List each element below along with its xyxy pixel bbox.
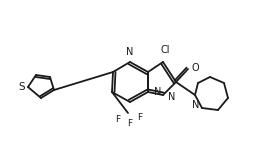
Text: F: F (115, 115, 120, 123)
Text: N: N (126, 47, 134, 57)
Text: F: F (128, 119, 132, 129)
Text: N: N (192, 100, 200, 110)
Text: N: N (154, 87, 161, 97)
Text: O: O (192, 63, 200, 73)
Text: N: N (168, 92, 175, 102)
Text: F: F (137, 114, 143, 122)
Text: Cl: Cl (160, 45, 170, 55)
Text: S: S (18, 82, 25, 92)
